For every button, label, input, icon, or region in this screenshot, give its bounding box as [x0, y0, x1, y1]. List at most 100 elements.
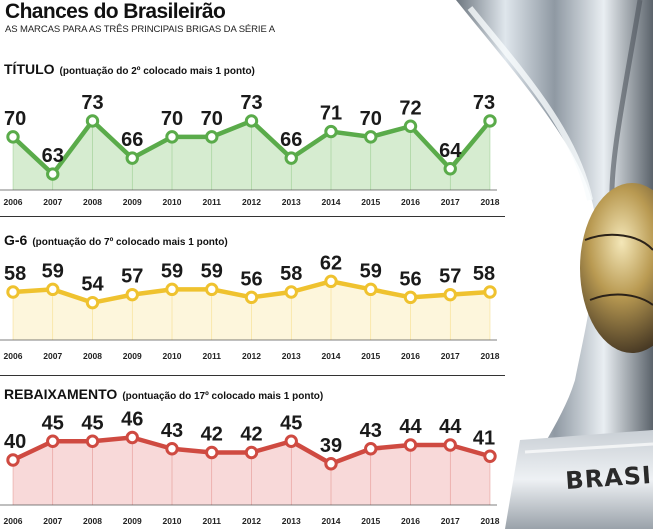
- rebaixamento-point: [403, 438, 418, 452]
- rebaixamento-year-label: 2008: [83, 516, 102, 526]
- rebaixamento-year-label: 2017: [441, 516, 460, 526]
- titulo-year-label: 2006: [4, 197, 23, 207]
- rebaixamento-value-label: 44: [439, 416, 462, 438]
- titulo-point: [85, 114, 100, 128]
- rebaixamento-chart: 40 2006 45 2007 45 2008 46 2009 43 2010 42 2011 42 20…: [0, 409, 500, 526]
- g6-year-label: 2010: [163, 351, 182, 361]
- rebaixamento-year-label: 2010: [163, 516, 182, 526]
- svg-text:G-6(pontuação do 7º colocado m: G-6 (pontuação do 7º colocado mais 1 pont…: [4, 232, 228, 248]
- g6-value-label: 59: [42, 260, 64, 282]
- g6-value-label: 56: [240, 268, 262, 290]
- rebaixamento-year-label: 2006: [4, 516, 23, 526]
- g6-point: [483, 285, 497, 299]
- rebaixamento-heading: REBAIXAMENTO (pontuação do 17º colocado m…: [4, 386, 323, 402]
- rebaixamento-point: [205, 445, 219, 460]
- titulo-value-label: 73: [240, 92, 262, 114]
- rebaixamento-point: [85, 434, 100, 448]
- rebaixamento-value-label: 43: [360, 420, 382, 442]
- titulo-value-label: 73: [473, 92, 495, 114]
- rebaixamento-point: [324, 457, 338, 471]
- rebaixamento-point: [483, 449, 497, 463]
- rebaixamento-value-label: 42: [240, 424, 262, 446]
- trophy-image: BRASIL: [456, 0, 653, 529]
- titulo-value-label: 64: [439, 140, 462, 162]
- titulo-note: (pontuação do 2º colocado mais 1 ponto): [60, 66, 255, 77]
- rebaixamento-point: [165, 442, 179, 456]
- rebaixamento-value-label: 46: [121, 409, 143, 431]
- g6-year-label: 2012: [242, 351, 261, 361]
- trophy-engraving: BRASIL: [564, 460, 653, 495]
- titulo-value-label: 70: [360, 108, 382, 130]
- titulo-point: [443, 162, 457, 176]
- g6-point: [364, 282, 378, 297]
- rebaixamento-point: [364, 442, 378, 456]
- g6-value-label: 59: [360, 260, 382, 282]
- rebaixamento-value-label: 43: [161, 420, 183, 442]
- titulo-value-label: 70: [4, 108, 26, 130]
- svg-text:REBAIXAMENTO(pontuação do 17º: REBAIXAMENTO (pontuação do 17º colocado m…: [4, 386, 323, 402]
- titulo-value-label: 71: [320, 103, 342, 125]
- g6-year-label: 2006: [4, 351, 23, 361]
- rebaixamento-year-label: 2009: [123, 516, 142, 526]
- g6-point: [443, 287, 457, 302]
- g6-value-label: 59: [161, 260, 183, 282]
- g6-year-label: 2016: [401, 351, 420, 361]
- titulo-point: [364, 130, 378, 144]
- g6-year-label: 2011: [203, 351, 222, 361]
- g6-year-label: 2009: [123, 351, 142, 361]
- g6-value-label: 54: [81, 274, 104, 296]
- svg-text:TÍTULO(pontuação do 2º colocad: TÍTULO (pontuação do 2º colocado mais 1 p…: [4, 61, 255, 77]
- titulo-point: [244, 114, 259, 128]
- titulo-year-label: 2008: [83, 197, 102, 207]
- titulo-value-label: 73: [81, 92, 103, 114]
- g6-point: [403, 290, 418, 305]
- titulo-year-label: 2017: [441, 197, 460, 207]
- titulo-year-label: 2009: [123, 197, 142, 207]
- rebaixamento-point: [125, 430, 139, 445]
- g6-point: [46, 282, 60, 297]
- rebaixamento-year-label: 2014: [322, 516, 341, 526]
- rebaixamento-year-label: 2015: [361, 516, 380, 526]
- rebaixamento-year-label: 2012: [242, 516, 261, 526]
- titulo-year-label: 2015: [361, 197, 380, 207]
- page-subtitle: AS MARCAS PARA AS TRÊS PRINCIPAIS BRIGAS…: [5, 24, 275, 35]
- g6-value-label: 58: [280, 263, 302, 285]
- titulo-year-label: 2014: [322, 197, 341, 207]
- g6-value-label: 58: [4, 263, 26, 285]
- g6-chart: 58 2006 59 2007 54 2008 57 2009 59 2010 59 2011 56 20…: [0, 252, 500, 361]
- g6-value-label: 58: [473, 263, 495, 285]
- titulo-year-label: 2013: [282, 197, 301, 207]
- rebaixamento-point: [6, 453, 20, 467]
- rebaixamento-year-label: 2007: [43, 516, 62, 526]
- rebaixamento-value-label: 45: [42, 412, 64, 434]
- g6-value-label: 57: [439, 266, 461, 288]
- rebaixamento-point: [46, 434, 60, 448]
- g6-year-label: 2017: [441, 351, 460, 361]
- g6-point: [125, 287, 139, 302]
- titulo-year-label: 2010: [163, 197, 182, 207]
- titulo-point: [6, 130, 20, 144]
- titulo-year-label: 2007: [43, 197, 62, 207]
- g6-point: [85, 295, 100, 310]
- titulo-value-label: 63: [42, 145, 64, 167]
- g6-value-label: 59: [201, 260, 223, 282]
- titulo-point: [46, 167, 60, 181]
- titulo-point: [205, 130, 219, 144]
- rebaixamento-value-label: 45: [280, 412, 302, 434]
- titulo-point: [403, 119, 418, 133]
- rebaixamento-year-label: 2013: [282, 516, 301, 526]
- g6-heading: G-6 (pontuação do 7º colocado mais 1 pont…: [4, 232, 228, 248]
- rebaixamento-title: REBAIXAMENTO: [4, 386, 117, 402]
- rebaixamento-year-label: 2018: [481, 516, 500, 526]
- g6-point: [244, 290, 259, 305]
- g6-value-label: 62: [320, 252, 342, 274]
- g6-note: (pontuação do 7º colocado mais 1 ponto): [32, 237, 227, 248]
- rebaixamento-value-label: 44: [399, 416, 422, 438]
- titulo-point: [284, 151, 298, 165]
- rebaixamento-year-label: 2016: [401, 516, 420, 526]
- g6-point: [6, 285, 20, 299]
- g6-point: [324, 274, 338, 289]
- titulo-year-label: 2012: [242, 197, 261, 207]
- titulo-value-label: 66: [280, 129, 302, 151]
